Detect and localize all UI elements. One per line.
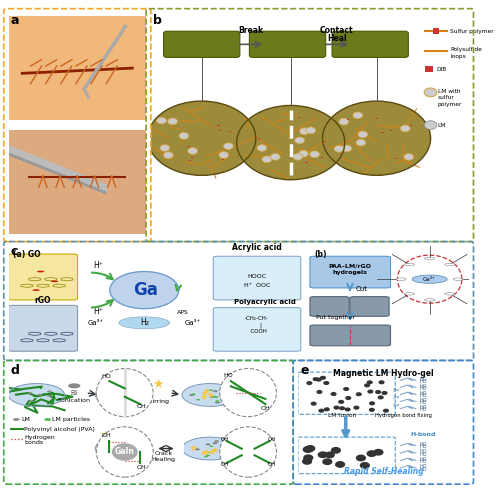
Text: d: d — [11, 365, 20, 377]
Text: c: c — [11, 245, 18, 259]
Text: e: e — [300, 365, 309, 377]
Text: a: a — [11, 14, 20, 26]
Text: b: b — [153, 14, 162, 26]
